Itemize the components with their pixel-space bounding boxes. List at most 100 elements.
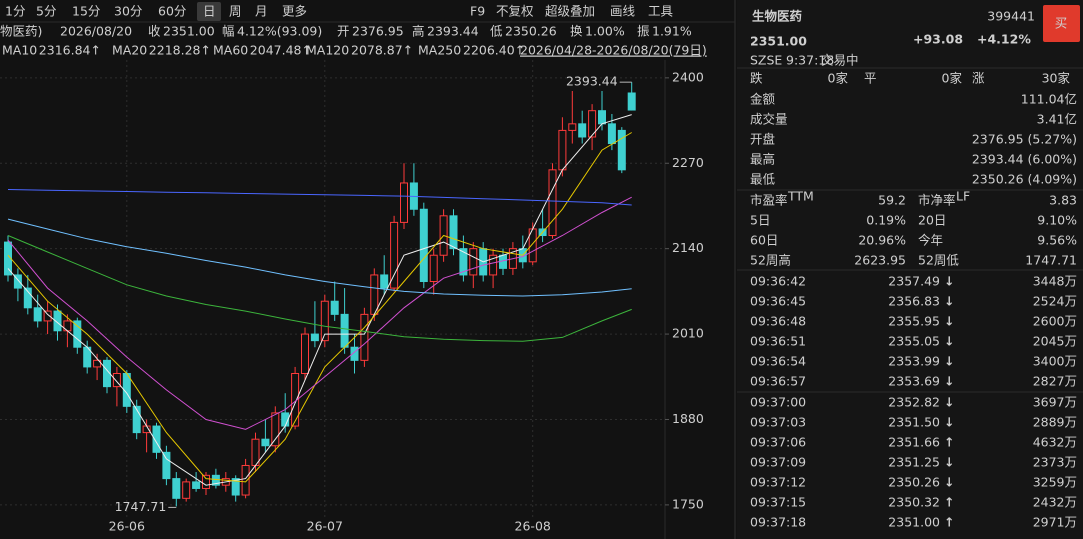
- candle-body: [330, 300, 339, 315]
- trade-direction: ↓: [944, 415, 954, 430]
- trade-price: 2355.05: [888, 334, 940, 349]
- period-tab[interactable]: 60分: [158, 4, 186, 19]
- candle-body: [112, 372, 121, 388]
- valuation-value: 9.10%: [1037, 213, 1077, 228]
- stat-label: 最低: [750, 172, 776, 187]
- candle-body: [33, 307, 42, 322]
- status: 交易中: [821, 53, 859, 68]
- trade-volume: 3400万: [1033, 354, 1077, 369]
- trade-volume: 3259万: [1033, 475, 1077, 490]
- trade-volume: 2373万: [1033, 455, 1077, 470]
- stat-label: 成交量: [750, 112, 788, 127]
- trade-price: 2350.32: [888, 495, 940, 510]
- tool-button[interactable]: 超级叠加: [545, 4, 595, 19]
- breadth-value: 0家: [942, 71, 963, 86]
- candle-body: [13, 274, 22, 289]
- buy-label[interactable]: 买: [1055, 16, 1068, 31]
- trade-volume: 2524万: [1033, 294, 1077, 309]
- valuation-value: 59.2: [878, 193, 906, 208]
- buy-button[interactable]: [1043, 5, 1080, 42]
- tool-button[interactable]: F9: [470, 4, 485, 19]
- trade-direction: ↓: [944, 455, 954, 470]
- candle-body: [211, 474, 220, 486]
- candle-body: [390, 221, 399, 289]
- candle-body: [578, 123, 587, 138]
- valuation-value: 2623.95: [854, 253, 906, 268]
- trade-direction: ↓: [944, 354, 954, 369]
- tool-button[interactable]: 画线: [610, 4, 636, 19]
- trade-time: 09:36:48: [750, 314, 806, 329]
- info-label: 收: [148, 24, 161, 39]
- tool-button[interactable]: 工具: [648, 4, 674, 19]
- y-tick-label: 2400: [672, 69, 704, 84]
- ma-line: [7, 235, 632, 342]
- active-tab: [197, 2, 221, 21]
- candle-body: [469, 248, 478, 276]
- legend-name: MA60: [213, 43, 248, 58]
- valuation-value: 1747.71: [1025, 253, 1077, 268]
- trade-price: 2353.69: [888, 374, 940, 389]
- info-label: 低: [490, 24, 503, 39]
- candle-body: [429, 254, 438, 283]
- breadth-label: 平: [864, 71, 877, 86]
- legend-value: 2218.28↑: [149, 43, 211, 58]
- candle-body: [419, 208, 428, 283]
- tool-button[interactable]: 不复权: [496, 4, 534, 19]
- quote-time: 9:37:18: [786, 53, 834, 68]
- info-value: 2351.00: [163, 24, 215, 39]
- period-tab[interactable]: 5分: [36, 4, 56, 19]
- trade-volume: 2889万: [1033, 415, 1077, 430]
- valuation-value: 3.83: [1049, 193, 1077, 208]
- y-tick-label: 2010: [672, 326, 704, 341]
- stat-label: 金额: [750, 92, 776, 107]
- candle-body: [449, 215, 458, 250]
- period-tab[interactable]: 1分: [5, 4, 25, 19]
- info-label: 幅: [222, 24, 235, 39]
- valuation-value: 0.19%: [866, 213, 906, 228]
- trade-time: 09:37:18: [750, 515, 806, 530]
- candle-body: [162, 451, 171, 480]
- y-tick-label: 2270: [672, 155, 704, 170]
- ma-line: [7, 132, 632, 483]
- date-range[interactable]: 2026/04/28-2026/08/20(79日): [520, 43, 707, 58]
- trade-time: 09:37:12: [750, 475, 806, 490]
- period-tab[interactable]: 日: [203, 4, 216, 19]
- candle-body: [291, 372, 300, 427]
- trade-price: 2351.25: [888, 455, 940, 470]
- trade-price: 2357.49: [888, 274, 940, 289]
- candle-body: [568, 123, 577, 131]
- ma-line: [7, 189, 632, 206]
- candle-body: [231, 478, 240, 496]
- valuation-sup: TTM: [787, 189, 814, 204]
- valuation-label: 5日: [750, 213, 770, 228]
- period-tab[interactable]: 更多: [282, 4, 307, 19]
- x-tick-label: 26-08: [515, 519, 551, 534]
- candle-body: [400, 182, 408, 223]
- candle-body: [459, 248, 468, 276]
- legend-value: 2047.48↑: [250, 43, 312, 58]
- candle-body: [182, 481, 191, 499]
- trade-price: 2353.99: [888, 354, 940, 369]
- trade-time: 09:37:06: [750, 435, 806, 450]
- trade-price: 2355.95: [888, 314, 940, 329]
- period-tab[interactable]: 30分: [114, 4, 142, 19]
- info-label: 振: [637, 24, 650, 39]
- period-tab[interactable]: 月: [255, 4, 268, 19]
- candle-body: [23, 287, 32, 309]
- trade-time: 09:37:00: [750, 395, 806, 410]
- info-value: 2393.44: [427, 24, 479, 39]
- legend-name: MA10: [2, 43, 37, 58]
- info-value: 1.00%: [585, 24, 625, 39]
- legend-name: MA250: [418, 43, 461, 58]
- period-tab[interactable]: 周: [229, 4, 242, 19]
- candle-body: [360, 313, 369, 361]
- breadth-value: 0家: [828, 71, 849, 86]
- period-tab[interactable]: 15分: [72, 4, 100, 19]
- candle-body: [43, 310, 52, 322]
- info-value: 2350.26: [505, 24, 557, 39]
- candle-body: [350, 346, 359, 361]
- valuation-label: 60日: [750, 233, 778, 248]
- trade-time: 09:36:42: [750, 274, 806, 289]
- candle-body: [271, 412, 280, 447]
